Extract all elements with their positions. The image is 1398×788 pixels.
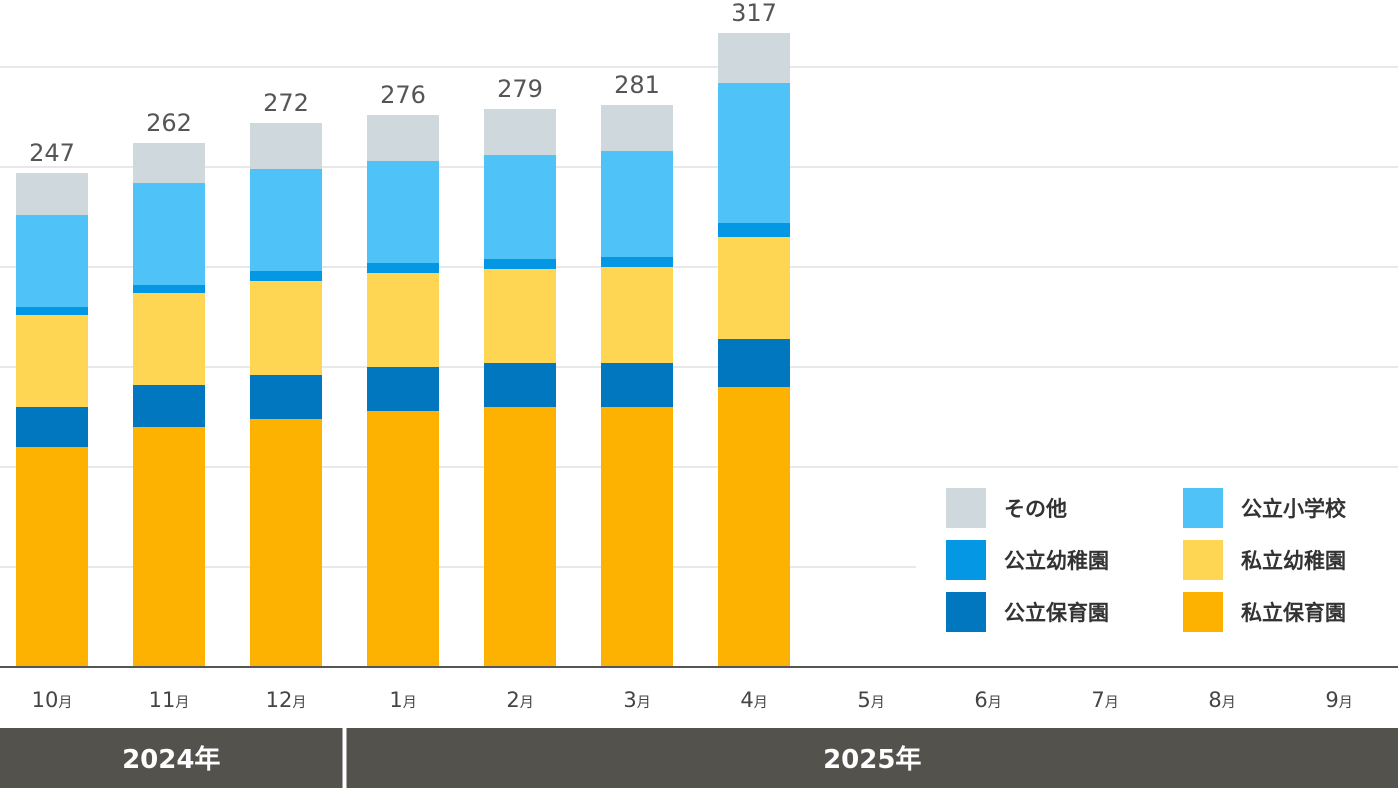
bar-segment — [250, 169, 322, 271]
bar-segment — [133, 385, 205, 427]
legend-swatch — [946, 540, 986, 580]
year-label: 2024年 — [122, 744, 220, 775]
bar-total-label: 279 — [497, 75, 543, 103]
bar-total-label: 317 — [731, 0, 777, 27]
bar-segment — [601, 363, 673, 407]
legend-label: その他 — [1004, 497, 1067, 521]
legend-background — [916, 470, 1398, 650]
legend-label: 公立幼稚園 — [1004, 549, 1109, 573]
bar-segment — [601, 267, 673, 363]
legend-label: 公立小学校 — [1241, 497, 1347, 521]
legend-swatch — [946, 488, 986, 528]
bar-segment — [250, 271, 322, 281]
month-tick-label: 3月 — [623, 688, 650, 712]
legend-label: 公立保育園 — [1004, 601, 1109, 625]
month-tick-label: 9月 — [1325, 688, 1352, 712]
bar-total-label: 281 — [614, 71, 660, 99]
bar-segment — [484, 407, 556, 667]
bar-segment — [601, 151, 673, 257]
bar-segment — [367, 161, 439, 263]
bar-segment — [601, 105, 673, 151]
legend-swatch — [1183, 488, 1223, 528]
bar-segment — [367, 273, 439, 367]
bar-segment — [16, 447, 88, 667]
bar-total-label: 276 — [380, 81, 426, 109]
month-tick-label: 7月 — [1091, 688, 1118, 712]
bar-segment — [16, 215, 88, 307]
bar-segment — [601, 257, 673, 267]
year-band — [0, 728, 343, 788]
total-labels: 247 262 272 276 279 281 317 — [29, 0, 777, 167]
bars — [16, 33, 790, 667]
legend-swatch — [946, 592, 986, 632]
month-tick-label: 1月 — [389, 688, 416, 712]
month-tick-label: 6月 — [974, 688, 1001, 712]
bar-segment — [718, 237, 790, 339]
bar-segment — [601, 407, 673, 667]
month-tick-label: 11月 — [149, 688, 190, 712]
legend-swatch — [1183, 592, 1223, 632]
year-label: 2025年 — [823, 744, 921, 775]
month-tick-label: 5月 — [857, 688, 884, 712]
bar-total-label: 262 — [146, 109, 192, 137]
bar-segment — [718, 223, 790, 237]
bar-segment — [16, 173, 88, 215]
bar-segment — [133, 293, 205, 385]
month-tick-label: 2月 — [506, 688, 533, 712]
bar-segment — [367, 411, 439, 667]
month-tick-label: 12月 — [266, 688, 307, 712]
bar-segment — [484, 269, 556, 363]
bar-segment — [718, 387, 790, 667]
bar-segment — [250, 419, 322, 667]
bar-segment — [250, 375, 322, 419]
bar-segment — [484, 109, 556, 155]
bar-segment — [16, 407, 88, 447]
year-bands: 2024年 2025年 — [0, 728, 1398, 788]
legend-swatch — [1183, 540, 1223, 580]
bar-total-label: 272 — [263, 89, 309, 117]
bar-segment — [484, 155, 556, 259]
bar-segment — [718, 33, 790, 83]
bar-segment — [484, 363, 556, 407]
bar-segment — [484, 259, 556, 269]
legend-label: 私立保育園 — [1241, 601, 1346, 625]
bar-segment — [718, 83, 790, 223]
month-tick-label: 8月 — [1208, 688, 1235, 712]
bar-segment — [16, 307, 88, 315]
bar-segment — [133, 285, 205, 293]
bar-segment — [250, 281, 322, 375]
bar-segment — [250, 123, 322, 169]
legend-label: 私立幼稚園 — [1241, 549, 1346, 573]
month-tick-label: 4月 — [740, 688, 767, 712]
month-tick-label: 10月 — [32, 688, 73, 712]
bar-segment — [133, 427, 205, 667]
bar-segment — [367, 115, 439, 161]
x-tick-labels: 10月 11月 12月 1月 2月 3月 4月 5月 6月 7月 8月 9月 — [32, 688, 1353, 712]
bar-segment — [367, 367, 439, 411]
bar-segment — [367, 263, 439, 273]
year-band — [346, 728, 1398, 788]
bar-segment — [718, 339, 790, 387]
bar-segment — [133, 143, 205, 183]
bar-segment — [16, 315, 88, 407]
bar-segment — [133, 183, 205, 285]
bar-total-label: 247 — [29, 139, 75, 167]
